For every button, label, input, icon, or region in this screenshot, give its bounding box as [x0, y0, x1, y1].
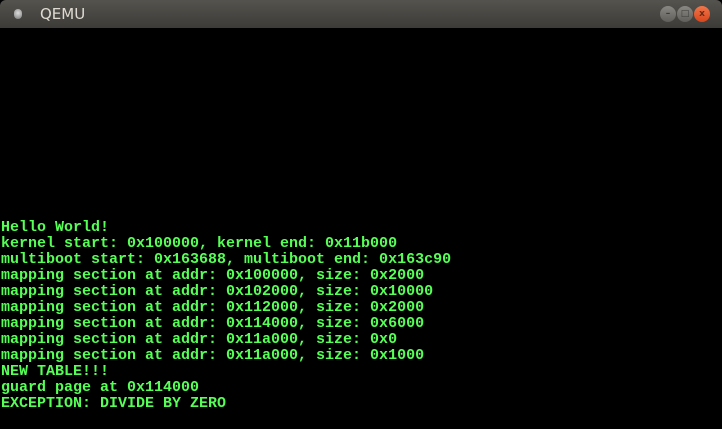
- maximize-button[interactable]: □: [677, 6, 693, 22]
- qemu-app-icon: [14, 9, 22, 19]
- console-line: kernel start: 0x100000, kernel end: 0x11…: [1, 235, 398, 252]
- console-line: NEW TABLE!!!: [1, 363, 110, 380]
- window-titlebar[interactable]: QEMU – □ x: [0, 0, 722, 28]
- console-line: mapping section at addr: 0x100000, size:…: [1, 267, 425, 284]
- console-line: mapping section at addr: 0x11a000, size:…: [1, 347, 425, 364]
- console-line: mapping section at addr: 0x114000, size:…: [1, 315, 425, 332]
- console-line: Hello World!: [1, 219, 110, 236]
- close-button[interactable]: x: [694, 6, 710, 22]
- console-output: Hello World! kernel start: 0x100000, kern…: [1, 220, 451, 412]
- minimize-button[interactable]: –: [660, 6, 676, 22]
- console-line: EXCEPTION: DIVIDE BY ZERO: [1, 395, 227, 412]
- console-line: mapping section at addr: 0x11a000, size:…: [1, 331, 398, 348]
- vm-display[interactable]: Hello World! kernel start: 0x100000, kern…: [0, 28, 722, 429]
- window-title: QEMU: [40, 5, 86, 23]
- console-line: guard page at 0x114000: [1, 379, 200, 396]
- console-line: mapping section at addr: 0x112000, size:…: [1, 299, 425, 316]
- console-line: multiboot start: 0x163688, multiboot end…: [1, 251, 452, 268]
- console-line: mapping section at addr: 0x102000, size:…: [1, 283, 434, 300]
